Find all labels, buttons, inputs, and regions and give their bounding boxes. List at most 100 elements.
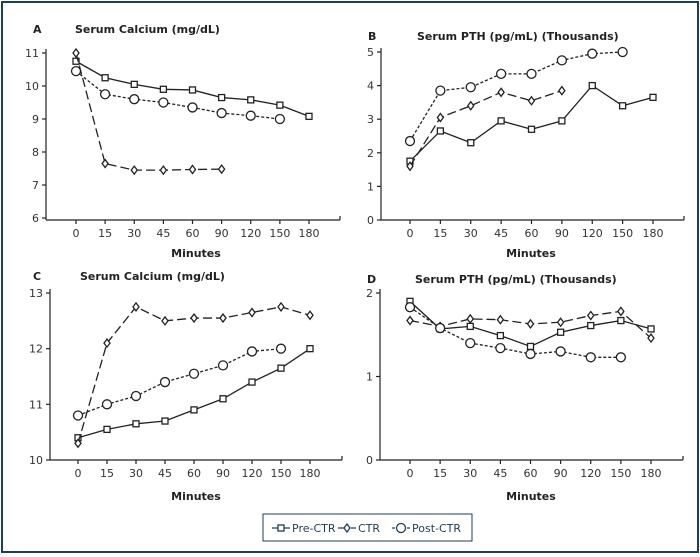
data-point <box>615 352 627 363</box>
data-point <box>647 333 655 344</box>
series-line <box>77 348 311 439</box>
x-tick-label: 90 <box>216 467 230 480</box>
data-point <box>587 321 595 330</box>
y-tick-label: 0 <box>366 454 373 467</box>
data-point <box>158 97 169 108</box>
x-tick-label: 150 <box>612 227 633 240</box>
data-point <box>406 161 414 172</box>
series-post-ctr <box>404 46 628 147</box>
data-point <box>132 301 140 313</box>
x-tick-label: 90 <box>554 467 568 480</box>
legend-item-pre-ctr: Pre-CTR <box>272 522 336 535</box>
y-tick-label: 3 <box>367 113 374 126</box>
y-tick-label: 2 <box>367 147 374 160</box>
data-point <box>159 376 171 388</box>
x-tick-label: 45 <box>494 227 508 240</box>
data-point <box>72 57 80 65</box>
y-tick-label: 9 <box>32 113 39 126</box>
data-point <box>556 55 568 66</box>
legend-marker <box>343 522 351 534</box>
legend-label: CTR <box>358 522 380 535</box>
y-tick-label: 4 <box>367 80 374 93</box>
y-tick-label: 5 <box>367 46 374 59</box>
data-point <box>586 310 595 321</box>
data-point <box>497 117 505 125</box>
series-ctr <box>72 47 226 176</box>
data-point <box>588 81 596 90</box>
data-point <box>435 85 446 96</box>
series-line <box>75 52 222 171</box>
series-line <box>409 51 623 142</box>
data-point <box>129 94 140 105</box>
x-tick-label: 60 <box>187 467 201 480</box>
x-axis-label: Minutes <box>171 247 221 260</box>
data-point <box>617 306 625 317</box>
series-post-ctr <box>72 343 287 421</box>
data-point <box>527 125 536 133</box>
x-tick-label: 60 <box>186 227 200 240</box>
data-point <box>555 346 566 357</box>
series-post-ctr <box>70 66 286 125</box>
data-point <box>434 322 446 334</box>
data-point <box>70 66 82 77</box>
x-tick-label: 150 <box>610 467 631 480</box>
y-tick-label: 6 <box>32 212 39 225</box>
legend-item-post-ctr: Post-CTR <box>392 522 461 535</box>
y-tick-label: 8 <box>32 146 39 159</box>
data-point <box>525 348 536 360</box>
series-line <box>409 90 563 167</box>
x-tick-label: 30 <box>127 227 141 240</box>
data-point <box>219 312 227 324</box>
panel-c: C Serum Calcium (mg/dL) 10 11 12 13 0 15 30 45 60 9… <box>29 270 343 503</box>
legend-label: Pre-CTR <box>292 522 336 535</box>
data-point <box>74 438 82 449</box>
y-tick-label: 1 <box>366 371 373 384</box>
data-point <box>187 102 198 113</box>
data-point <box>466 322 474 331</box>
data-point <box>101 399 113 410</box>
series-post-ctr <box>404 302 627 363</box>
x-tick-label: 120 <box>582 227 603 240</box>
data-point <box>277 364 285 372</box>
data-point <box>465 337 476 349</box>
x-tick-label: 150 <box>271 467 292 480</box>
legend-item-ctr: CTR <box>338 522 380 535</box>
x-tick-label: 30 <box>129 467 143 480</box>
data-point <box>248 307 256 318</box>
x-tick-label: 15 <box>433 467 447 480</box>
data-point <box>248 378 256 386</box>
data-point <box>245 110 256 121</box>
data-point <box>159 85 168 93</box>
y-tick-label: 10 <box>25 80 39 93</box>
data-point <box>276 101 284 109</box>
x-tick-label: 180 <box>299 227 320 240</box>
data-point <box>556 317 565 328</box>
x-tick-label: 45 <box>493 467 507 480</box>
data-point <box>216 107 227 119</box>
legend-label: Post-CTR <box>412 522 461 535</box>
y-tick-label: 2 <box>366 287 373 300</box>
x-tick-label: 0 <box>407 467 414 480</box>
data-point <box>219 395 227 403</box>
y-tick-label: 12 <box>29 343 43 356</box>
data-point <box>101 74 109 82</box>
data-point <box>558 85 566 96</box>
data-point <box>617 316 625 325</box>
series-ctr <box>74 301 314 449</box>
series-pre-ctr <box>406 81 657 165</box>
data-point <box>404 135 416 147</box>
legend: Pre-CTR CTR Post-CTR <box>262 513 473 542</box>
x-tick-label: 150 <box>269 227 290 240</box>
data-point <box>190 312 198 324</box>
data-point <box>436 112 445 123</box>
data-point <box>277 301 285 313</box>
data-point <box>585 352 596 363</box>
x-tick-label: 90 <box>555 227 569 240</box>
panel-letter: A <box>33 23 42 36</box>
data-point <box>406 315 414 326</box>
data-point <box>161 315 169 326</box>
data-point <box>159 165 168 176</box>
data-point <box>99 89 111 100</box>
data-point <box>527 95 536 106</box>
